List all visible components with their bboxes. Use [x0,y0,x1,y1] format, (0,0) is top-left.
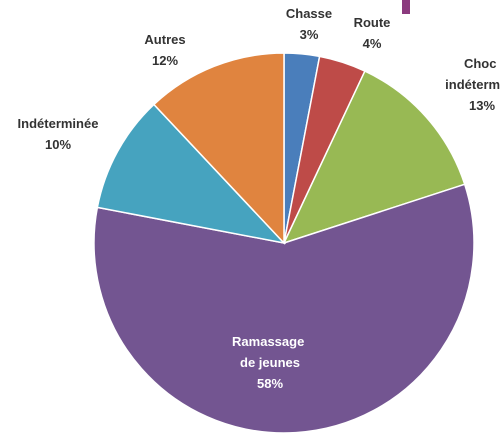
slice-value-label: 13% [469,98,495,113]
slice-value-label: 12% [152,53,178,68]
pie [93,52,475,434]
slice-value-label: 4% [363,36,382,51]
slice-label: Autres [144,32,185,47]
slice [282,70,466,245]
decor-bar [402,0,410,14]
slice [152,52,285,245]
slice-value-label: 58% [257,376,283,391]
slice [93,183,475,434]
labels: Chasse 3% Route 4% Choc indéterminé 13% Ramass… [18,6,500,391]
slice-label: Chasse [286,6,332,21]
slice-value-label: 10% [45,137,71,152]
slice-label: Ramassage de jeunes [232,334,308,370]
slice [96,103,287,245]
slice-label: Route [354,15,391,30]
slice-value-label: 3% [300,27,319,42]
slice-label: Indéterminée [18,116,99,131]
slice-label: Choc indéterminé [445,56,500,92]
